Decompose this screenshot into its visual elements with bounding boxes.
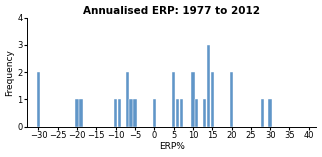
Title: Annualised ERP: 1977 to 2012: Annualised ERP: 1977 to 2012 [83,5,260,16]
Bar [129,99,133,127]
Bar [211,72,214,127]
Bar [261,99,264,127]
Bar [203,99,206,127]
Bar [269,99,272,127]
Bar [230,72,233,127]
Bar [207,45,210,127]
Bar [75,99,79,127]
Bar [126,72,129,127]
Bar [195,99,198,127]
X-axis label: ERP%: ERP% [159,142,185,152]
Bar [176,99,179,127]
Bar [172,72,175,127]
Bar [37,72,40,127]
Bar [133,99,137,127]
Bar [79,99,82,127]
Bar [191,72,194,127]
Bar [180,99,183,127]
Y-axis label: Frequency: Frequency [5,49,14,96]
Bar [153,99,156,127]
Bar [114,99,117,127]
Bar [118,99,121,127]
